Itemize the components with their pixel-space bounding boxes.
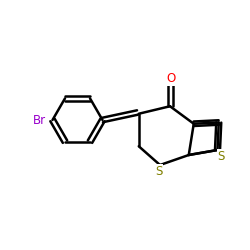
Text: S: S [218,150,225,163]
Text: O: O [166,72,176,85]
Text: Br: Br [33,114,46,126]
Text: S: S [155,165,162,178]
